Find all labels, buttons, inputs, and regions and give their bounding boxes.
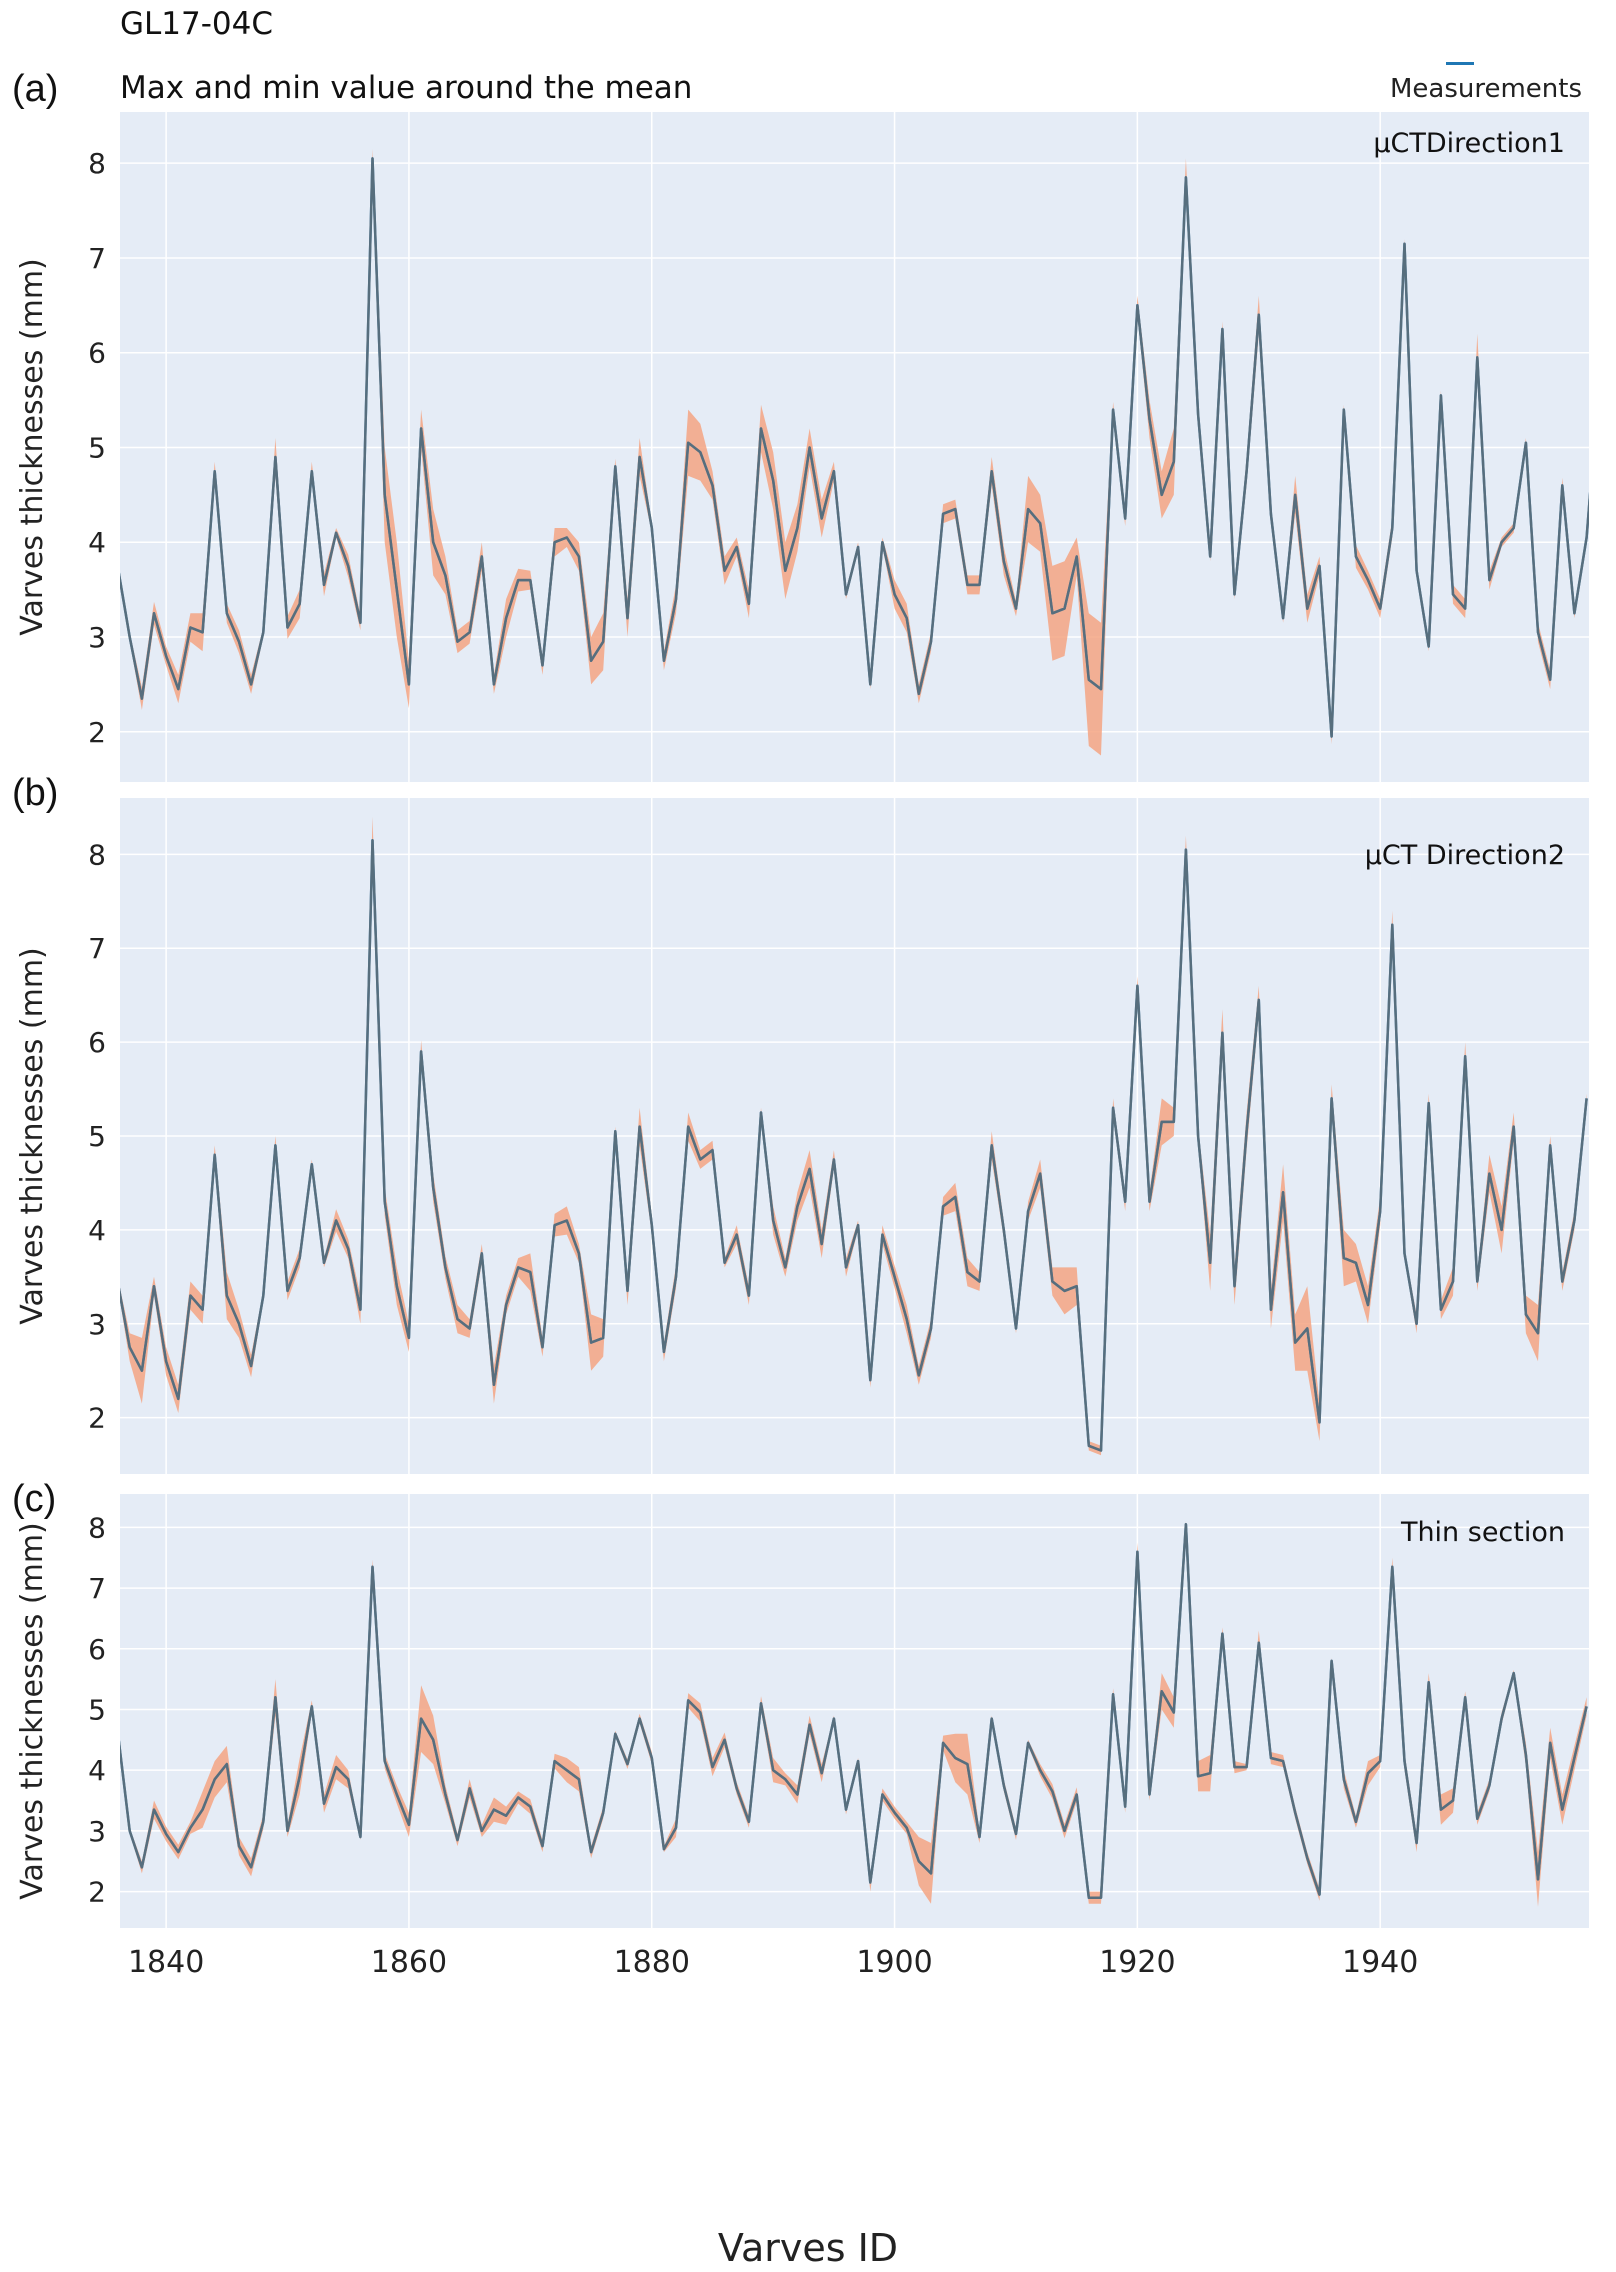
panel-c-y-tick-label: 5: [88, 1693, 106, 1726]
panel-c-y-tick-label: 8: [88, 1511, 106, 1544]
panel-c-x-tick-label: 1880: [614, 1945, 690, 1980]
panel-a-y-tick-label: 3: [88, 621, 106, 654]
panel-c-y-axis-label: Varves thicknesses (mm): [15, 1522, 50, 1899]
panel-b-y-tick-label: 4: [88, 1214, 106, 1247]
panel-a-y-tick-label: 2: [88, 716, 106, 749]
panel-c-y-tick-label: 3: [88, 1815, 106, 1848]
panel-b-y-tick-label: 2: [88, 1402, 106, 1435]
panel-a-y-tick-label: 5: [88, 431, 106, 464]
panel-b-y-axis-label: Varves thicknesses (mm): [15, 947, 50, 1324]
panel-b-y-tick-label: 7: [88, 932, 106, 965]
panel-c-y-tick-label: 6: [88, 1633, 106, 1666]
panel-b-annotation: µCT Direction2: [1365, 840, 1565, 871]
legend: Measurements: [1390, 54, 1582, 104]
legend-measurements-swatch: [1446, 62, 1474, 65]
panel-b-y-tick-label: 6: [88, 1026, 106, 1059]
panel-c-y-tick-label: 4: [88, 1754, 106, 1787]
panel-c-x-tick-label: 1860: [371, 1945, 447, 1980]
panel-a-y-tick-label: 7: [88, 242, 106, 275]
panel-a-y-tick-label: 4: [88, 526, 106, 559]
panel-a-annotation: µCTDirection1: [1373, 128, 1565, 159]
panel-b-y-tick-label: 3: [88, 1308, 106, 1341]
panel-c-y-tick-label: 7: [88, 1572, 106, 1605]
panel-b-y-tick-label: 8: [88, 838, 106, 871]
panel-c-x-tick-label: 1900: [856, 1945, 932, 1980]
x-axis-label: Varves ID: [717, 2226, 899, 2270]
panel-c-x-tick-label: 1840: [128, 1945, 204, 1980]
panel-c-mean-line: [120, 1523, 1588, 1899]
panel-c-annotation: Thin section: [1400, 1517, 1565, 1548]
panel-c-x-tick-label: 1920: [1099, 1945, 1175, 1980]
panel-c-y-tick-label: 2: [88, 1876, 106, 1909]
panel-b-mean-line: [120, 838, 1588, 1452]
panel-label-b: (b): [12, 772, 59, 814]
chart-subtitle: Max and min value around the mean: [120, 70, 693, 106]
panel-c-x-tick-label: 1940: [1342, 1945, 1418, 1980]
panel-a-y-tick-label: 8: [88, 147, 106, 180]
panel-label-a: (a): [12, 68, 59, 110]
panel-c-plot-background: [120, 1494, 1589, 1928]
panel-label-c: (c): [12, 1478, 57, 1520]
legend-measurements-label: Measurements: [1389, 74, 1582, 104]
core-id-title: GL17-04C: [120, 6, 274, 42]
panel-a-y-axis-label: Varves thicknesses (mm): [15, 258, 50, 635]
panel-a-y-tick-label: 6: [88, 337, 106, 370]
panel-b-y-tick-label: 5: [88, 1120, 106, 1153]
panel-a-mean-line: [120, 157, 1589, 738]
